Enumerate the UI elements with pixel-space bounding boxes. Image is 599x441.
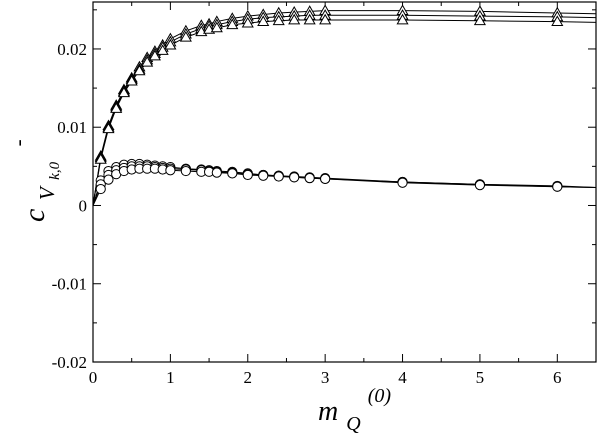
- x-tick-label: 5: [476, 368, 485, 387]
- triangle-point: [156, 44, 169, 55]
- circle-point: [289, 172, 300, 183]
- circle-point: [552, 181, 563, 192]
- y-axis-title-sup: -: [6, 139, 30, 146]
- triangle-point: [257, 15, 270, 26]
- triangle-point: [473, 14, 486, 26]
- triangle-point: [303, 13, 316, 25]
- circle-point: [211, 167, 222, 178]
- circle-point: [103, 174, 114, 185]
- circle-point: [258, 170, 269, 181]
- triangle-point: [319, 13, 332, 25]
- y-axis-title-base: c: [18, 209, 51, 222]
- y-axis-title-sub: V: [35, 185, 59, 200]
- y-axis-title: c V k,0 -: [6, 139, 66, 222]
- y-axis-ticks: -0.02 -0.01 0 0.01 0.02: [52, 9, 596, 372]
- triangle-point: [110, 102, 123, 113]
- series-markers: [94, 4, 564, 195]
- x-tick-label: 3: [321, 368, 330, 387]
- circle-point: [165, 165, 176, 176]
- x-tick-label: 2: [244, 368, 253, 387]
- x-axis-title-sub: Q: [346, 413, 361, 435]
- circle-point: [242, 169, 253, 181]
- x-axis-title: m Q (0): [318, 385, 391, 437]
- triangle-point: [551, 15, 564, 26]
- circle-point: [180, 165, 191, 177]
- y-tick-label: 0.01: [57, 118, 87, 137]
- triangle-point: [241, 16, 254, 28]
- triangle-point: [179, 31, 192, 42]
- triangle-point: [102, 122, 115, 134]
- circle-point: [304, 172, 315, 184]
- triangle-point: [148, 49, 161, 61]
- x-axis-title-base: m: [318, 396, 338, 427]
- circle-point: [95, 183, 106, 195]
- triangle-point: [288, 13, 301, 25]
- y-tick-label: -0.02: [52, 353, 87, 372]
- circle-point: [320, 173, 331, 184]
- triangle-point: [210, 21, 223, 33]
- y-tick-label: 0.02: [57, 40, 87, 59]
- x-axis-ticks: 0 1 2 3 4 5 6: [89, 2, 597, 387]
- triangle-point: [164, 38, 177, 50]
- triangle-point: [133, 64, 146, 76]
- triangle-point: [226, 18, 239, 30]
- y-tick-label: 0: [79, 196, 88, 215]
- triangle-point: [94, 153, 107, 164]
- triangle-point: [117, 86, 131, 98]
- x-axis-title-sup: (0): [368, 385, 392, 407]
- triangle-point: [125, 74, 138, 86]
- x-tick-label: 0: [89, 368, 98, 387]
- triangle-point: [141, 56, 154, 67]
- triangle-point: [396, 13, 409, 25]
- circle-point: [397, 177, 408, 188]
- circle-point: [474, 180, 486, 191]
- y-axis-title-subsub: k,0: [47, 161, 63, 179]
- circle-point: [227, 168, 238, 179]
- svg-text:c V k,0 -: c V k,0 -: [6, 139, 66, 222]
- y-tick-label: -0.01: [52, 275, 87, 294]
- x-tick-label: 4: [398, 368, 407, 387]
- circle-point: [273, 171, 284, 182]
- x-tick-label: 1: [166, 368, 175, 387]
- triangle-point: [272, 14, 285, 26]
- plot-frame: [92, 1, 597, 363]
- x-tick-label: 6: [553, 368, 562, 387]
